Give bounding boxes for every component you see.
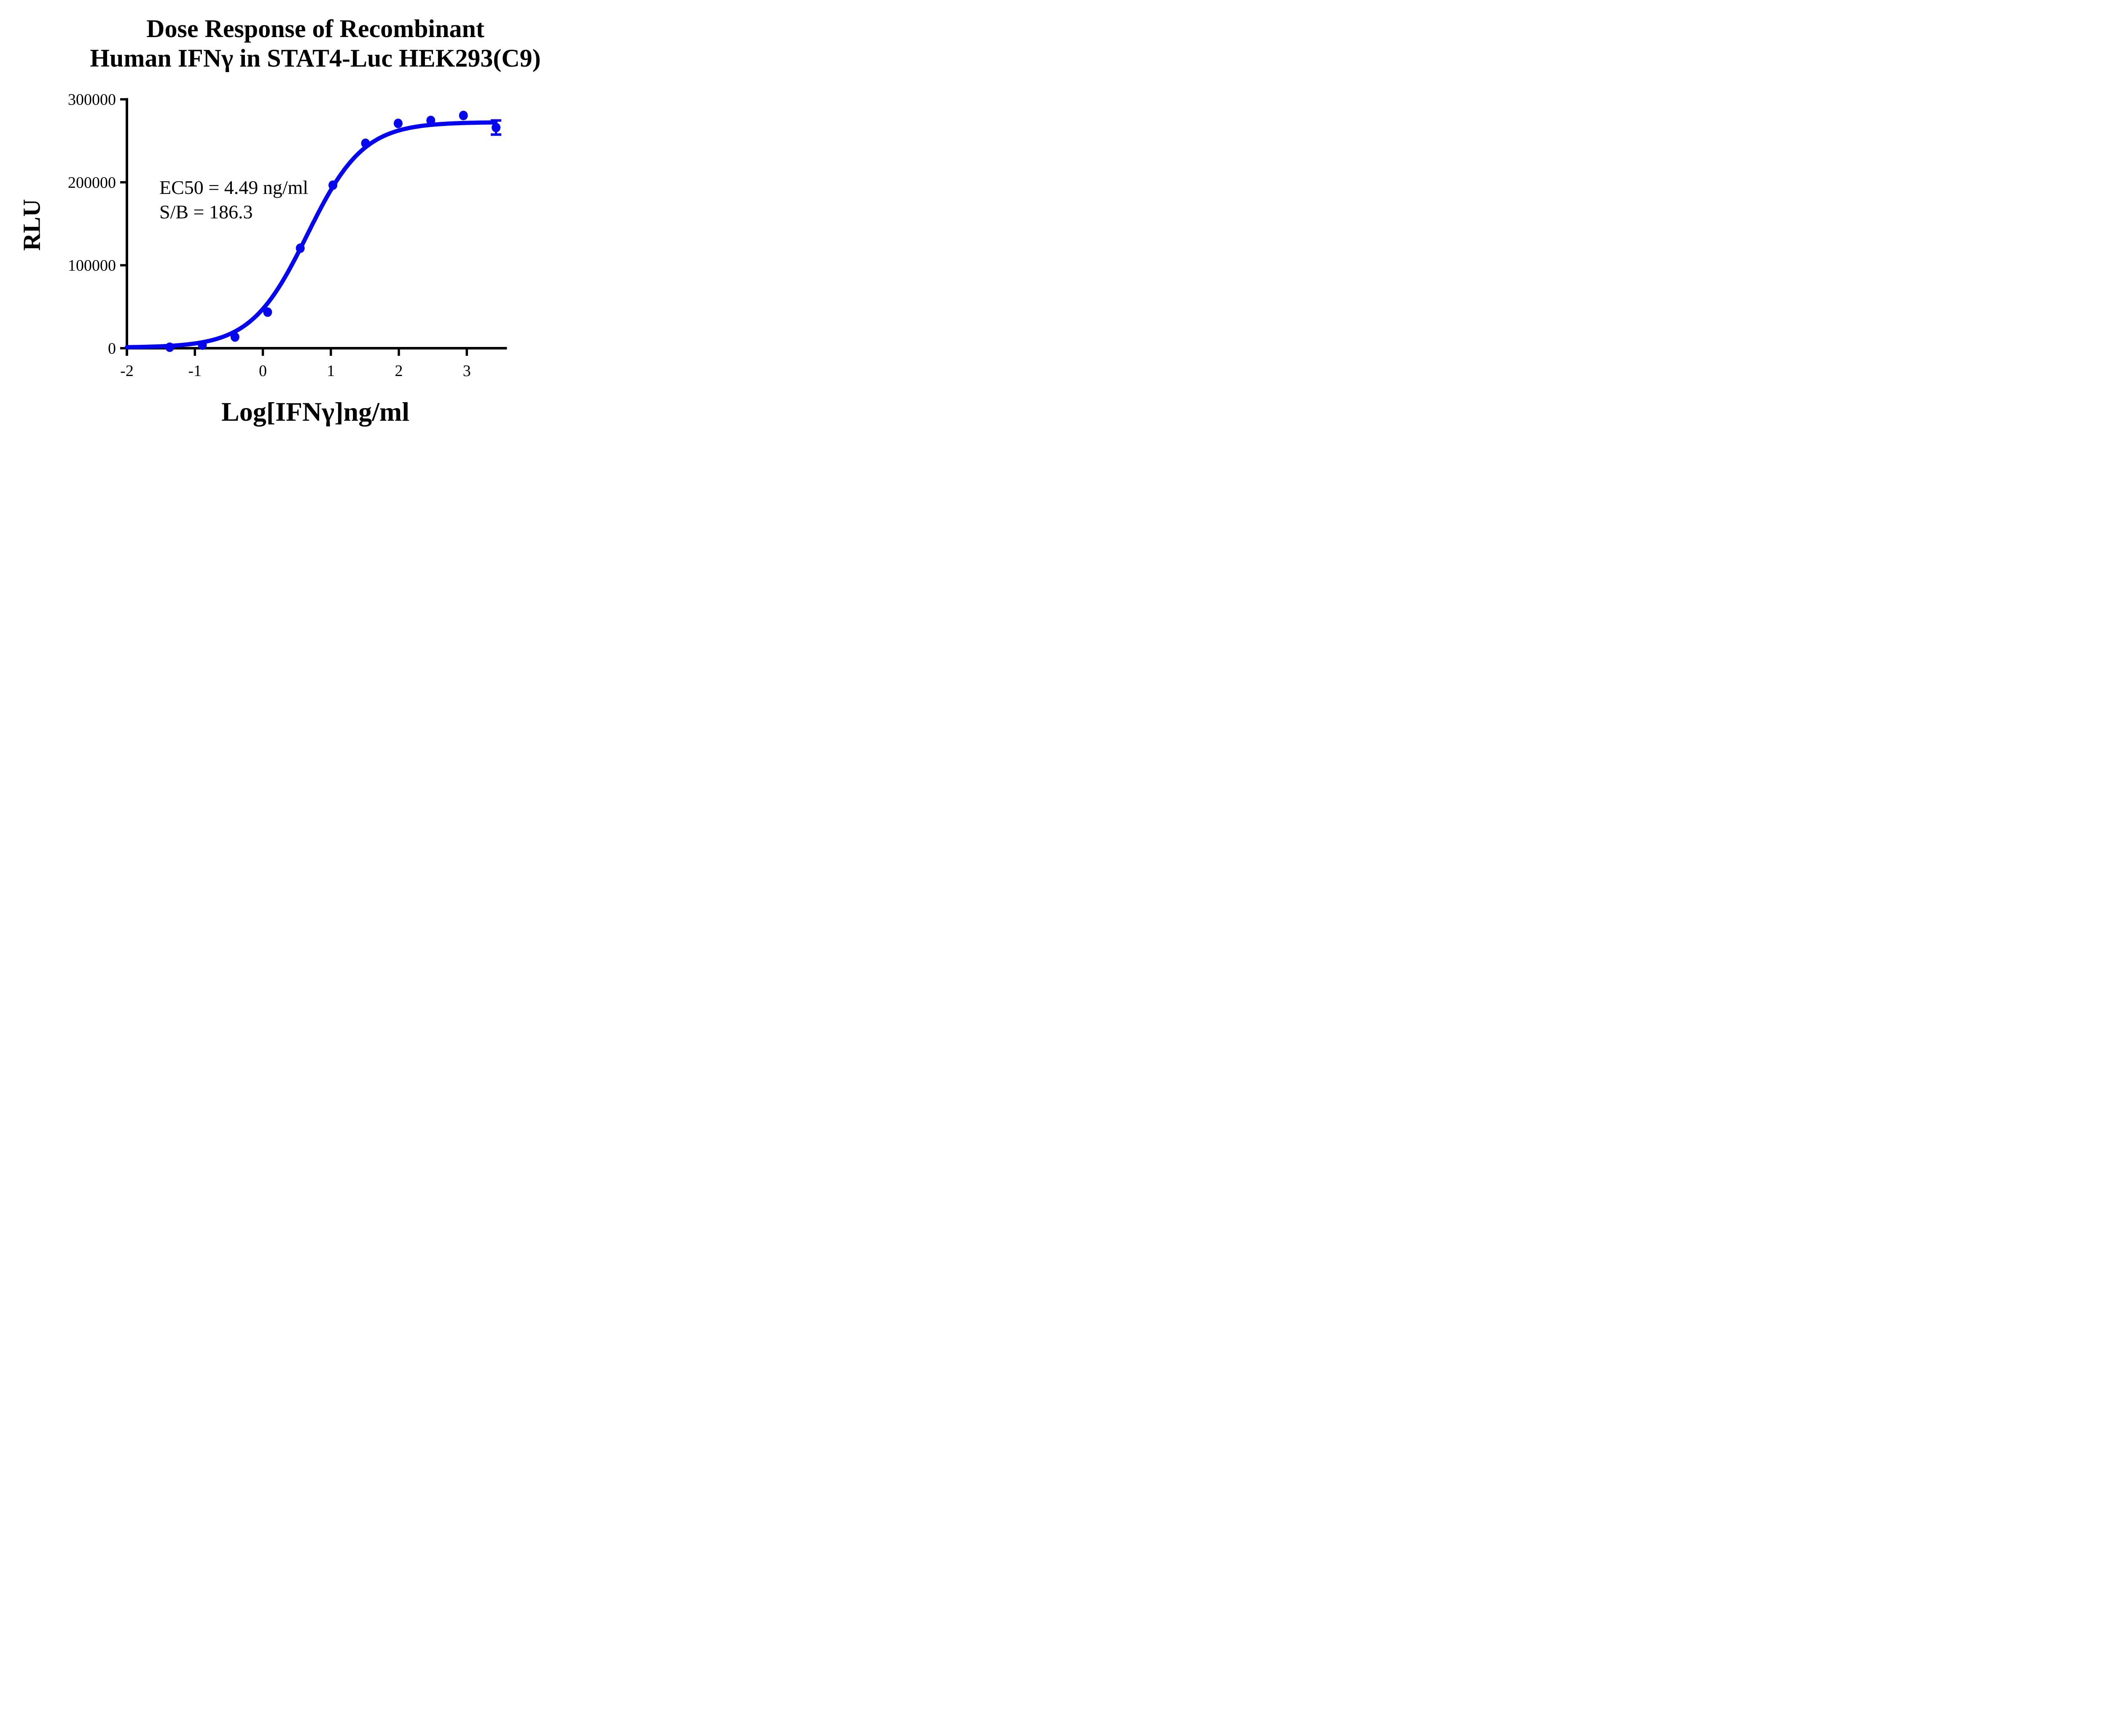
data-point [393, 118, 403, 128]
y-tick-label: 100000 [68, 257, 116, 274]
data-point [426, 116, 436, 126]
data-point [459, 110, 468, 121]
data-point [230, 332, 239, 342]
data-point [198, 340, 207, 350]
chart-title-line1: Dose Response of Recombinant [146, 15, 484, 43]
data-point [492, 123, 501, 132]
data-point [263, 307, 272, 317]
x-tick-label: 2 [395, 362, 403, 380]
data-point [328, 180, 338, 190]
data-point [361, 138, 370, 148]
signal-to-background-annotation: S/B = 186.3 [159, 201, 253, 223]
x-tick-label: -1 [188, 362, 202, 380]
x-axis-label: Log[IFNγ]ng/ml [221, 397, 409, 427]
data-point [296, 243, 305, 253]
data-point [165, 342, 175, 352]
y-tick-label: 200000 [68, 174, 116, 191]
y-tick-label: 0 [108, 340, 116, 357]
x-tick-label: 0 [259, 362, 267, 380]
x-tick-label: 1 [327, 362, 335, 380]
ec50-annotation: EC50 = 4.49 ng/ml [159, 177, 309, 198]
chart-title-line2: Human IFNγ in STAT4-Luc HEK293(C9) [90, 44, 541, 72]
y-tick-label: 300000 [68, 91, 116, 109]
dose-response-curve [125, 120, 497, 349]
x-tick-label: -2 [120, 362, 134, 380]
x-tick-label: 3 [463, 362, 471, 380]
dose-response-plot: 0 100000 200000 300000 -2 -1 0 1 2 3 [68, 91, 507, 380]
figure-canvas: Dose Response of Recombinant Human IFNγ … [0, 0, 560, 434]
